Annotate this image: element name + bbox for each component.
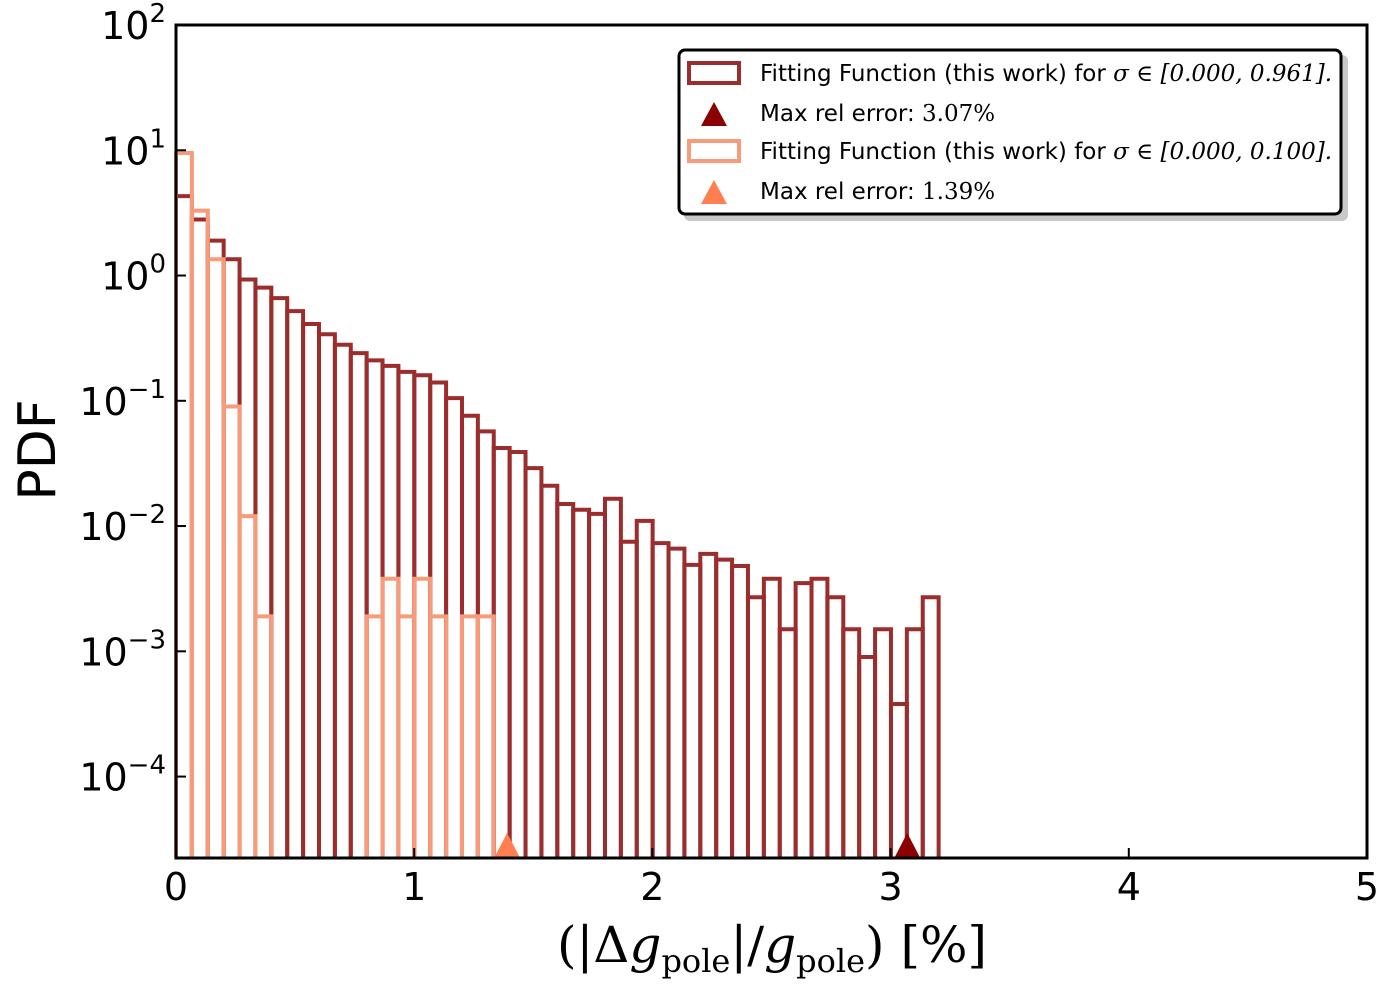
legend-swatch-dark [687,61,741,85]
legend-entry-light: Fitting Function (this work) for σ ∈ [0.… [760,139,1332,165]
legend-box [677,48,1343,216]
y-axis-label: PDF [8,399,68,500]
y-tick-label-6: 10−4 [79,751,166,800]
histogram-steps [174,151,941,858]
x-axis-ticks: 0 1 2 3 4 5 [164,848,1379,909]
y-tick-label-1: 101 [101,124,166,173]
x-tick-label-5: 5 [1355,865,1379,909]
legend-entry-dark: Fitting Function (this work) for σ ∈ [0.… [760,61,1332,87]
plot-frame [174,23,1369,860]
max-error-marker-dark [894,833,921,858]
x-tick-label-4: 4 [1117,865,1141,909]
bar-light-19 [475,614,496,858]
legend: Fitting Function (this work) for σ ∈ [0.… [677,48,1348,221]
legend-entry-max-error-dark: Max rel error: 3.07% [760,101,995,127]
bar-light-16 [428,614,449,858]
x-tick-label-3: 3 [879,865,903,909]
legend-triangle-dark [701,102,727,126]
legend-entry-max-error-light: Max rel error: 1.39% [760,179,995,205]
x-axis-label: (|Δgpole|/gpole) [%] [557,916,987,980]
y-tick-label-0: 102 [101,0,166,48]
x-tick-label-0: 0 [164,865,188,909]
max-error-marker-light [494,833,521,858]
legend-swatch-light [687,139,741,163]
y-tick-label-4: 10−2 [79,500,166,549]
y-tick-label-2: 100 [101,250,166,299]
bar-dark-47 [920,595,941,858]
y-axis-ticks: 102 101 100 10−1 10−2 10−3 10−4 [79,0,186,800]
legend-triangle-light [701,180,727,204]
bar-light-5 [253,614,274,858]
x-tick-label-2: 2 [640,865,664,909]
y-tick-label-3: 10−1 [79,375,166,424]
y-tick-label-5: 10−3 [79,625,166,674]
x-tick-label-1: 1 [402,865,426,909]
series-light [174,151,496,858]
max-error-markers [494,833,921,858]
